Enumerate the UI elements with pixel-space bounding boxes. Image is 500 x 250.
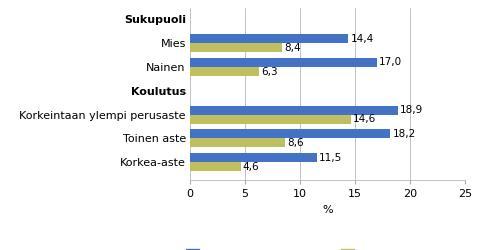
Text: 14,4: 14,4 — [350, 34, 374, 44]
Text: 18,9: 18,9 — [400, 105, 423, 115]
Text: 4,6: 4,6 — [243, 162, 260, 172]
Text: 6,3: 6,3 — [262, 66, 278, 76]
Bar — [190, 114, 350, 124]
Text: 8,4: 8,4 — [284, 43, 301, 53]
Text: 18,2: 18,2 — [392, 129, 415, 139]
Text: 14,6: 14,6 — [353, 114, 376, 124]
Bar — [190, 43, 282, 52]
Bar — [190, 153, 316, 162]
Bar — [190, 162, 240, 171]
Bar — [190, 34, 348, 43]
Legend: Ulkomaalaistaustainen, Suomalaistaustainen: Ulkomaalaistaustainen, Suomalaistaustain… — [182, 245, 484, 250]
Text: 11,5: 11,5 — [318, 153, 342, 163]
Bar — [190, 58, 377, 67]
Bar — [190, 67, 260, 76]
X-axis label: %: % — [322, 204, 333, 214]
Text: 8,6: 8,6 — [287, 138, 304, 148]
Text: 17,0: 17,0 — [379, 58, 402, 68]
Bar — [190, 129, 390, 138]
Bar — [190, 138, 284, 147]
Bar — [190, 106, 398, 114]
